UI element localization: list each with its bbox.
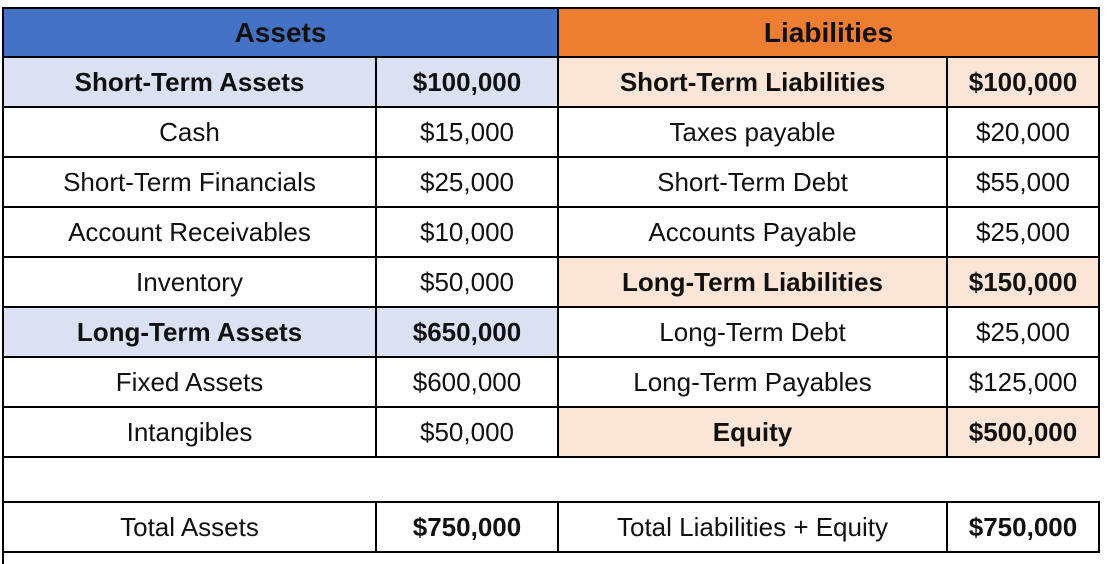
liability-item-label: Long-Term Debt [559,308,948,358]
asset-item-label: Intangibles [2,408,377,458]
asset-item-label: Fixed Assets [2,358,377,408]
liability-subtotal-label: Long-Term Liabilities [559,258,948,308]
asset-item-value: $50,000 [377,258,559,308]
asset-item-label: Account Receivables [2,208,377,258]
total-liabilities-equity-value: $750,000 [948,503,1100,553]
liability-item-label: Long-Term Payables [559,358,948,408]
liability-item-value: $25,000 [948,308,1100,358]
asset-item-value: $50,000 [377,408,559,458]
liability-subtotal-label: Short-Term Liabilities [559,58,948,108]
liability-item-value: $55,000 [948,158,1100,208]
asset-item-label: Cash [2,108,377,158]
asset-item-value: $600,000 [377,358,559,408]
liability-subtotal-value: $150,000 [948,258,1100,308]
asset-item-value: $25,000 [377,158,559,208]
asset-item-value: $15,000 [377,108,559,158]
empty-spacer-row [2,458,1100,503]
total-assets-label: Total Assets [2,503,377,553]
total-assets-value: $750,000 [377,503,559,553]
asset-item-label: Short-Term Financials [2,158,377,208]
equity-subtotal-label: Equity [559,408,948,458]
asset-item-value: $10,000 [377,208,559,258]
liability-subtotal-value: $100,000 [948,58,1100,108]
asset-subtotal-label: Long-Term Assets [2,308,377,358]
asset-item-label: Inventory [2,258,377,308]
liability-item-value: $125,000 [948,358,1100,408]
liability-item-label: Taxes payable [559,108,948,158]
balance-sheet-table: Assets Liabilities Short-Term Assets $10… [2,7,1100,553]
liability-item-value: $20,000 [948,108,1100,158]
liability-item-label: Accounts Payable [559,208,948,258]
equity-subtotal-value: $500,000 [948,408,1100,458]
asset-subtotal-label: Short-Term Assets [2,58,377,108]
asset-subtotal-value: $650,000 [377,308,559,358]
sheet-left-border [2,553,4,564]
assets-header-cell: Assets [2,7,559,58]
liabilities-header-cell: Liabilities [559,7,1100,58]
liability-item-value: $25,000 [948,208,1100,258]
asset-subtotal-value: $100,000 [377,58,559,108]
total-liabilities-equity-label: Total Liabilities + Equity [559,503,948,553]
liability-item-label: Short-Term Debt [559,158,948,208]
